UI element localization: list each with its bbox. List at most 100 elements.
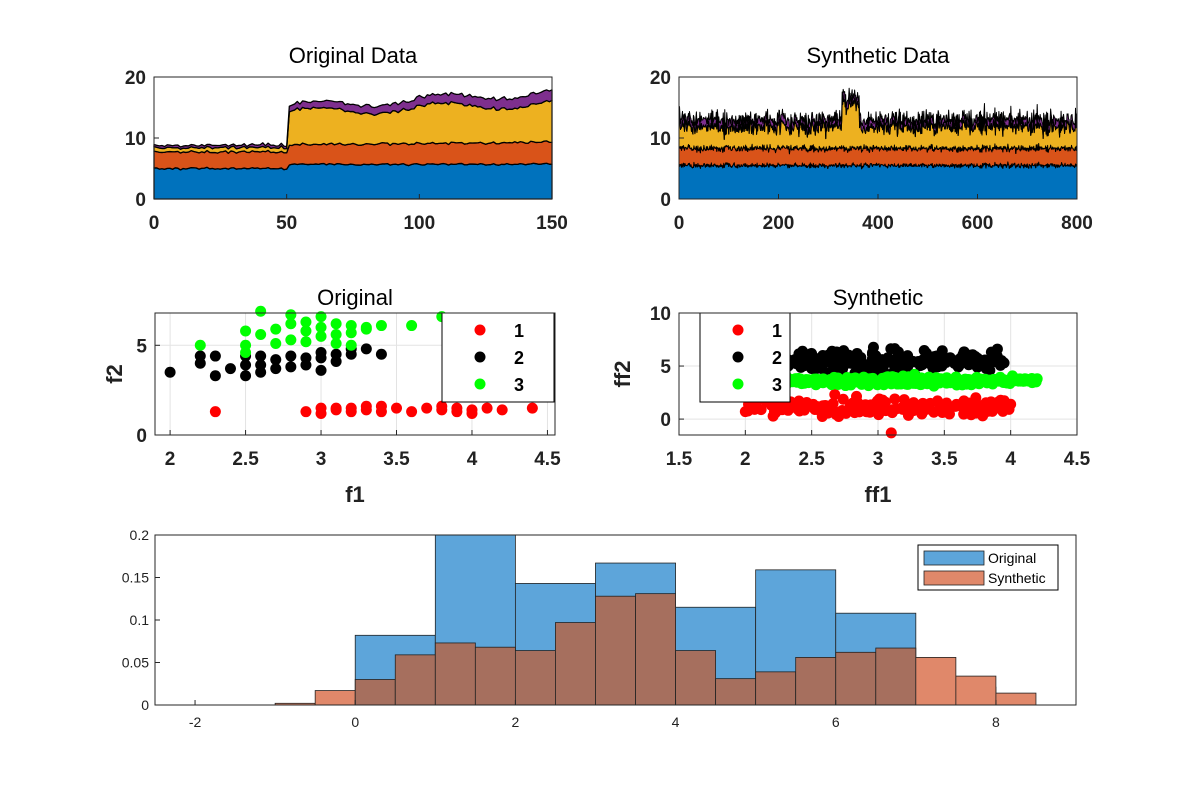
scatter-point bbox=[496, 404, 508, 416]
scatter-point bbox=[330, 318, 342, 330]
scatter-point bbox=[240, 370, 252, 382]
scatter-point bbox=[451, 406, 463, 418]
scatter-point bbox=[871, 361, 883, 373]
scatter-point bbox=[1031, 373, 1043, 385]
scatter-point bbox=[300, 316, 312, 328]
scatter-point bbox=[300, 325, 312, 337]
legend-marker bbox=[732, 351, 744, 363]
scatter-point bbox=[895, 378, 907, 390]
scatter-point bbox=[977, 360, 989, 372]
scatter-point bbox=[1008, 374, 1020, 386]
scatter-point bbox=[285, 350, 297, 362]
scatter-point bbox=[315, 402, 327, 414]
scatter-point bbox=[907, 405, 919, 417]
y-tick-label: 0 bbox=[141, 697, 149, 713]
scatter-point bbox=[787, 355, 799, 367]
histogram-bar-synthetic bbox=[394, 654, 436, 705]
histogram-bar-synthetic bbox=[835, 651, 877, 705]
scatter-point bbox=[819, 353, 831, 365]
chart-title: Synthetic Data bbox=[806, 43, 950, 68]
scatter-point bbox=[1005, 398, 1017, 410]
legend-swatch-original bbox=[923, 550, 985, 566]
scatter-point bbox=[270, 354, 282, 366]
x-tick-label: 200 bbox=[763, 213, 795, 234]
scatter-point bbox=[255, 329, 267, 341]
scatter-point bbox=[895, 402, 907, 414]
histogram-bar-synthetic bbox=[715, 678, 757, 705]
x-tick-label: 0 bbox=[351, 714, 359, 730]
scatter-point bbox=[907, 355, 919, 367]
x-tick-label: 4.5 bbox=[534, 449, 561, 470]
scatter-point bbox=[873, 409, 885, 421]
legend-label: Original bbox=[988, 550, 1036, 566]
scatter-point bbox=[941, 375, 953, 387]
scatter-point bbox=[270, 323, 282, 335]
scatter-point bbox=[806, 362, 818, 374]
scatter-point bbox=[375, 320, 387, 332]
histogram-bar-synthetic bbox=[595, 595, 636, 705]
x-tick-label: 2 bbox=[740, 449, 751, 470]
histogram-bar-synthetic bbox=[635, 593, 676, 705]
legend-marker bbox=[732, 378, 744, 390]
scatter-point bbox=[898, 394, 910, 406]
scatter-point bbox=[255, 359, 267, 371]
histogram-bar-synthetic bbox=[675, 650, 717, 705]
scatter-point bbox=[300, 406, 312, 418]
scatter-point bbox=[999, 374, 1011, 386]
scatter-point bbox=[908, 397, 920, 409]
y-tick-label: 5 bbox=[660, 357, 671, 378]
scatter-point bbox=[892, 351, 904, 363]
scatter-point bbox=[794, 398, 806, 410]
y-tick-label: 0 bbox=[135, 190, 146, 211]
x-tick-label: 3 bbox=[316, 449, 327, 470]
scatter-point bbox=[855, 402, 867, 414]
scatter-point bbox=[871, 395, 883, 407]
histogram-bar-synthetic bbox=[474, 646, 516, 705]
chart-title: Original Data bbox=[289, 43, 418, 68]
histogram-bar-synthetic bbox=[314, 690, 356, 705]
scatter-point bbox=[255, 350, 267, 362]
x-tick-label: 2 bbox=[165, 449, 176, 470]
scatter-point bbox=[814, 405, 826, 417]
scatter-point bbox=[270, 363, 282, 375]
y-tick-label: 0 bbox=[660, 410, 671, 431]
y-axis-label: ff2 bbox=[610, 361, 635, 388]
x-tick-label: 2.5 bbox=[798, 449, 825, 470]
scatter-point bbox=[866, 353, 878, 365]
x-tick-label: 4 bbox=[1005, 449, 1016, 470]
scatter-point bbox=[526, 402, 538, 414]
y-tick-label: 10 bbox=[125, 129, 146, 150]
scatter-point bbox=[315, 330, 327, 342]
scatter-point bbox=[240, 346, 252, 358]
scatter-point bbox=[922, 373, 934, 385]
scatter-point bbox=[958, 408, 970, 420]
scatter-point bbox=[800, 374, 812, 386]
x-tick-label: 1.5 bbox=[666, 449, 693, 470]
scatter-point bbox=[923, 400, 935, 412]
histogram-bar-synthetic bbox=[434, 642, 476, 705]
scatter-point bbox=[315, 346, 327, 358]
scatter-point bbox=[889, 393, 901, 405]
scatter-point bbox=[315, 321, 327, 333]
histogram-bar-synthetic bbox=[875, 647, 917, 705]
scatter-point bbox=[285, 309, 297, 321]
scatter-point bbox=[840, 405, 852, 417]
scatter-point bbox=[345, 406, 357, 418]
scatter-point bbox=[831, 409, 843, 421]
y-tick-label: 5 bbox=[136, 336, 147, 357]
axes-3: 1.5 2 2.5 3 3.5 4 4.5 0 5 10 1 2 3 Synthetic ff1 ff2 bbox=[610, 285, 1091, 507]
x-tick-label: 8 bbox=[992, 714, 1000, 730]
scatter-point bbox=[421, 402, 433, 414]
scatter-point bbox=[829, 389, 841, 401]
scatter-point bbox=[917, 355, 929, 367]
y-tick-label: 0.1 bbox=[130, 612, 150, 628]
scatter-point bbox=[985, 374, 997, 386]
legend-label: 3 bbox=[772, 375, 782, 395]
histogram-bar-synthetic bbox=[514, 650, 556, 705]
scatter-point bbox=[209, 406, 221, 418]
x-tick-label: 0 bbox=[674, 213, 685, 234]
scatter-point bbox=[889, 361, 901, 373]
legend-marker bbox=[474, 351, 486, 363]
histogram-bar-synthetic bbox=[955, 675, 997, 705]
x-tick-label: 100 bbox=[403, 213, 435, 234]
